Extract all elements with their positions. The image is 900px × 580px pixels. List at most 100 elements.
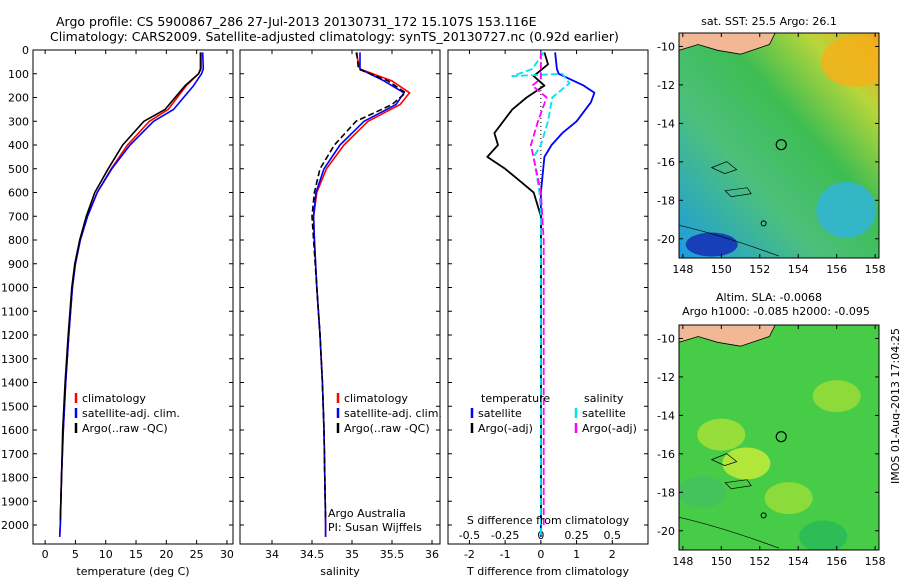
s-tick-label: -0.5 <box>459 529 480 542</box>
lon-tick-label: 152 <box>749 555 770 568</box>
lon-tick-label: 158 <box>865 555 886 568</box>
legend-label: climatology <box>344 392 408 405</box>
temperature-panel: 0100200300400500600700800900100011001200… <box>1 44 234 578</box>
x-tick-label: 1 <box>573 548 580 561</box>
lon-tick-label: 148 <box>672 555 693 568</box>
reef-outline <box>724 479 752 490</box>
reef-outline <box>710 161 738 174</box>
legend-label: Argo(-adj) <box>582 422 637 435</box>
map-field <box>679 325 879 550</box>
temperature-axes-frame <box>32 49 234 545</box>
lon-tick-label: 158 <box>865 263 886 276</box>
salinity-panel: 34 34.5 35 35.5 36 climatology satellite-adj.… <box>239 49 442 578</box>
sst-map-title: sat. SST: 25.5 Argo: 26.1 <box>701 15 837 28</box>
lat-tick-label: -14 <box>657 117 675 130</box>
depth-tick-label: 1500 <box>1 400 29 413</box>
sst-map: 148 150 152 154 156 158 -10 -12 -14 -16 -18 -20 <box>657 32 886 276</box>
lon-tick-label: 154 <box>788 555 809 568</box>
salinity-xlabel: salinity <box>320 565 360 578</box>
salinity-axes-frame <box>239 49 441 545</box>
x-tick-label: 15 <box>129 548 143 561</box>
temperature-x-axis: 0 5 10 15 20 25 30 <box>42 50 234 561</box>
series-line-argo-raw-qc- <box>59 52 202 521</box>
depth-tick-label: 800 <box>8 234 29 247</box>
x-tick-label: 35.5 <box>380 548 405 561</box>
zero-line <box>448 49 648 544</box>
temperature-xlabel: temperature (deg C) <box>76 565 189 578</box>
depth-tick-label: 200 <box>8 92 29 105</box>
legend-title: temperature <box>481 392 550 405</box>
legend-label: satellite-adj. clim. <box>344 407 442 420</box>
legend-label: Argo(..raw -QC) <box>82 422 168 435</box>
temperature-legend: climatology satellite-adj. clim. Argo(..ra… <box>74 392 180 435</box>
sla-anomaly-patch <box>722 447 771 480</box>
lat-tick-label: -20 <box>657 525 675 538</box>
lon-tick-label: 150 <box>711 263 732 276</box>
lat-tick-label: -10 <box>657 332 675 345</box>
series-line-temperature-argo-adj- <box>486 52 549 525</box>
x-tick-label: 2 <box>609 548 616 561</box>
sla-anomaly-patch <box>697 418 746 451</box>
x-tick-label: 34.5 <box>300 548 325 561</box>
depth-tick-label: 1600 <box>1 424 29 437</box>
depth-tick-label: 1800 <box>1 472 29 485</box>
s-tick-label: -0.25 <box>491 529 519 542</box>
depth-tick-label: 600 <box>8 187 29 200</box>
land-polygon <box>679 325 776 347</box>
legend-label: climatology <box>82 392 146 405</box>
difference-legend: temperature salinity satellite Argo(-adj) sa… <box>470 392 637 435</box>
sla-map-title: Altim. SLA: -0.0068 <box>716 291 822 304</box>
salinity-series <box>311 52 411 537</box>
depth-tick-label: 1100 <box>1 305 29 318</box>
lon-tick-label: 154 <box>788 263 809 276</box>
x-tick-label: 20 <box>159 548 173 561</box>
legend-label: Argo(..raw -QC) <box>344 422 430 435</box>
argo-position-marker <box>775 431 787 443</box>
depth-tick-label: 100 <box>8 68 29 81</box>
depth-tick-label: 2000 <box>1 519 29 532</box>
series-line-argo-raw-qc- <box>311 52 407 521</box>
island-marker <box>760 512 767 519</box>
s-tick-label: 0.5 <box>604 529 622 542</box>
reef-outline <box>710 453 738 466</box>
depth-tick-label: 0 <box>22 44 29 57</box>
depth-tick-label: 900 <box>8 258 29 271</box>
depth-tick-label: 300 <box>8 115 29 128</box>
depth-tick-label: 1300 <box>1 353 29 366</box>
difference-axes-frame <box>447 49 649 545</box>
cold-patch <box>685 232 738 257</box>
bathymetry-contour <box>679 516 780 549</box>
title-line-2: Climatology: CARS2009. Satellite-adjuste… <box>50 29 619 44</box>
sla-anomaly-patch <box>679 476 727 509</box>
cool-patch <box>816 181 877 238</box>
lat-tick-label: -14 <box>657 409 675 422</box>
x-tick-label: -2 <box>464 548 475 561</box>
x-tick-label: 0 <box>537 548 544 561</box>
island-marker <box>760 220 767 227</box>
map-frame <box>678 324 880 551</box>
land-polygon <box>679 33 776 55</box>
sla-map: 148 150 152 154 156 158 -10 -12 -14 -16 -18 -20 <box>657 324 886 568</box>
series-line-temperature-satellite <box>540 52 596 537</box>
reef-outline <box>724 187 752 198</box>
difference-panel: -2 -1 0 1 2 -0.5 -0.25 0 0.25 0.5 temperature sal… <box>447 49 649 578</box>
lat-tick-label: -16 <box>657 448 675 461</box>
series-line-salinity-argo-adj- <box>530 52 548 525</box>
title-line-1: Argo profile: CS 5900867_286 27-Jul-2013… <box>56 14 537 29</box>
x-tick-label: 10 <box>99 548 113 561</box>
lon-tick-label: 152 <box>749 263 770 276</box>
depth-tick-label: 1400 <box>1 377 29 390</box>
lat-tick-label: -12 <box>657 79 675 92</box>
depth-tick-label: 1200 <box>1 329 29 342</box>
sla-anomaly-patch <box>812 380 861 413</box>
depth-tick-label: 1000 <box>1 282 29 295</box>
x-tick-label: 25 <box>190 548 204 561</box>
x-tick-label: 35 <box>345 548 359 561</box>
lat-tick-label: -18 <box>657 194 675 207</box>
legend-label: satellite <box>478 407 522 420</box>
legend-title: salinity <box>584 392 624 405</box>
salinity-x-axis: 34 34.5 35 35.5 36 <box>240 49 440 561</box>
argo-position-marker <box>775 139 787 151</box>
s-difference-label: S difference from climatology <box>467 514 630 527</box>
